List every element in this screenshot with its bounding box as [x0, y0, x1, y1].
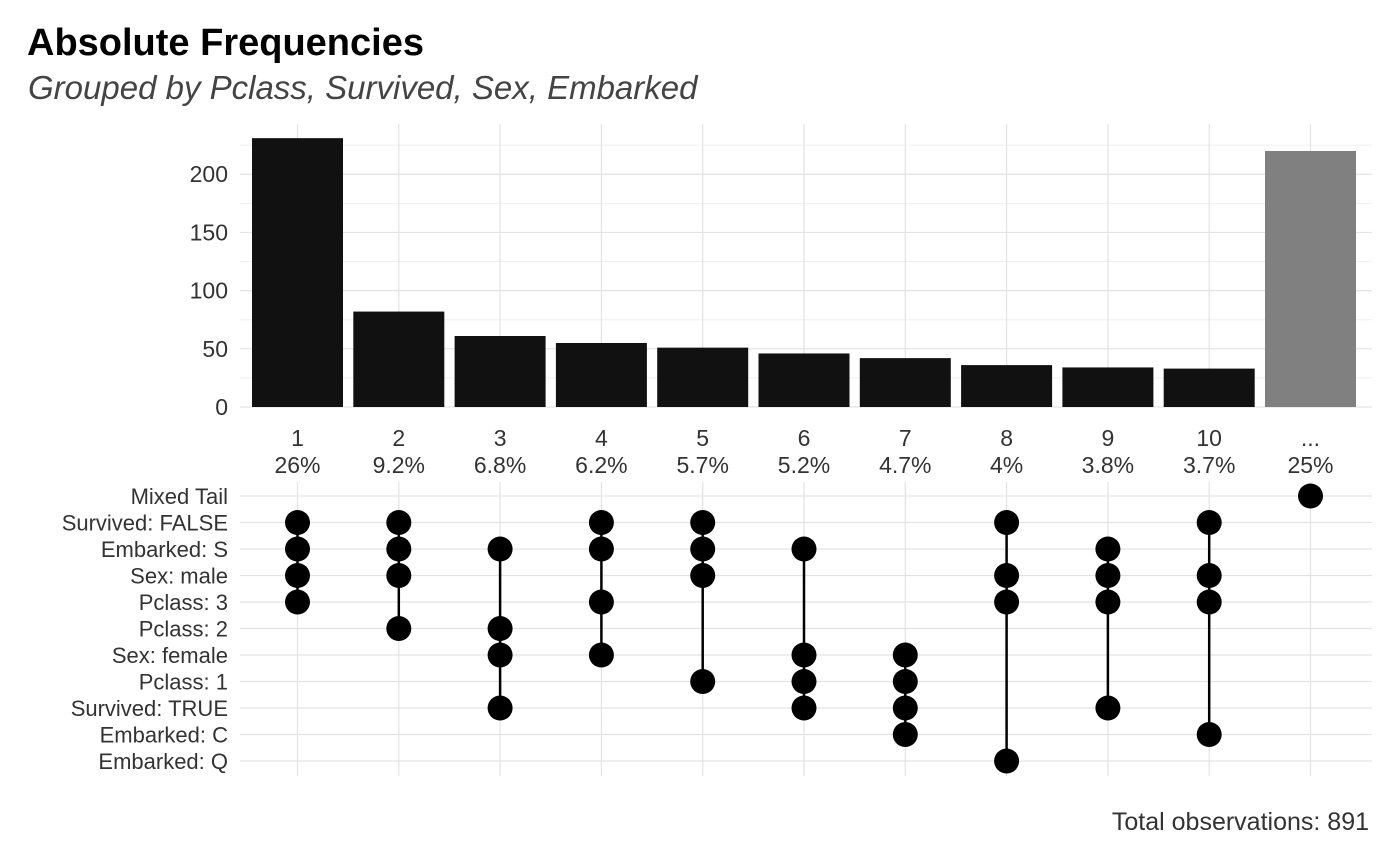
y-axis: 0 50 100 150 200 [190, 161, 228, 420]
matrix-dot [892, 722, 918, 747]
y-tick-label: 150 [190, 219, 228, 245]
matrix-dot [1095, 695, 1121, 721]
matrix-dot [994, 563, 1020, 588]
chart-caption: Total observations: 891 [1111, 808, 1369, 836]
y-tick-label: 200 [190, 161, 228, 187]
y-tick-label: 0 [215, 394, 228, 420]
bar-5 [657, 347, 749, 407]
matrix-row-label: Sex: male [130, 564, 228, 589]
matrix-dot [487, 695, 513, 721]
matrix-dot [285, 589, 310, 615]
matrix-dot [994, 510, 1020, 535]
matrix-dot [1095, 589, 1121, 615]
matrix-dot [690, 536, 716, 562]
x-percent-label: 5.2% [778, 452, 830, 478]
x-percent-label: 3.7% [1183, 452, 1235, 478]
matrix-dot [386, 536, 412, 562]
matrix-dot [690, 563, 716, 588]
matrix-row-label: Mixed Tail [131, 484, 228, 509]
matrix-dot [285, 536, 310, 562]
x-tick-label: 4 [595, 425, 608, 451]
y-tick-label: 100 [190, 278, 228, 304]
x-percent-label: 4% [990, 452, 1023, 478]
matrix-row-label: Survived: FALSE [62, 511, 228, 536]
matrix-dot [1298, 483, 1323, 509]
x-tick-label: 7 [899, 425, 912, 451]
x-tick-label: 1 [291, 425, 304, 451]
x-percent-label: 26% [274, 452, 320, 478]
y-tick-label: 50 [202, 336, 228, 362]
matrix-dot [690, 510, 716, 535]
matrix-dot [994, 748, 1020, 774]
matrix-dot [892, 669, 918, 694]
matrix-dot [791, 695, 817, 721]
bar-1 [252, 138, 343, 407]
bar-9 [1062, 367, 1154, 407]
matrix-row-label: Pclass: 1 [139, 670, 228, 695]
bar-3 [454, 336, 546, 407]
x-percent-label: 9.2% [373, 452, 425, 478]
matrix-row-label: Pclass: 2 [139, 617, 228, 642]
matrix-row-label: Embarked: Q [98, 749, 228, 774]
x-percent-label: 5.7% [676, 452, 728, 478]
bar-2 [353, 311, 445, 407]
x-percent-label: 6.2% [575, 452, 627, 478]
matrix-dot [386, 616, 412, 641]
x-tick-label: ... [1301, 425, 1320, 451]
matrix-dot [588, 589, 614, 615]
x-percent-label: 25% [1287, 452, 1333, 478]
combination-matrix [285, 483, 1323, 774]
x-tick-label: 5 [696, 425, 709, 451]
matrix-dot [1095, 563, 1121, 588]
matrix-dot [791, 536, 817, 562]
matrix-dot [994, 589, 1020, 615]
matrix-dot [791, 669, 817, 694]
matrix-dot [588, 642, 614, 668]
bar-4 [555, 342, 647, 407]
matrix-dot [487, 642, 513, 668]
matrix-dot [487, 616, 513, 641]
bar-10 [1163, 368, 1255, 407]
bar-7 [859, 358, 951, 407]
x-axis: 126%29.2%36.8%46.2%55.7%65.2%74.7%84%93.… [274, 425, 1333, 478]
x-tick-label: 2 [392, 425, 405, 451]
matrix-dot [1095, 536, 1121, 562]
matrix-dot [791, 642, 817, 668]
x-percent-label: 3.8% [1082, 452, 1134, 478]
matrix-row-label: Pclass: 3 [139, 590, 228, 615]
matrix-dot [1196, 589, 1222, 615]
bar-8 [961, 365, 1053, 407]
matrix-dot [892, 642, 918, 668]
chart-title: Absolute Frequencies [27, 22, 424, 64]
x-tick-label: 3 [494, 425, 507, 451]
matrix-dot [1196, 510, 1222, 535]
matrix-dot [892, 695, 918, 721]
matrix-dot [588, 510, 614, 535]
matrix-dot [386, 563, 412, 588]
bars [252, 138, 1356, 407]
bar-6 [758, 353, 850, 407]
x-tick-label: 9 [1102, 425, 1115, 451]
matrix-dot [285, 510, 310, 535]
matrix-dot [1196, 563, 1222, 588]
matrix-row-label: Embarked: C [100, 723, 228, 748]
matrix-dot [386, 510, 412, 535]
matrix-row-label: Survived: TRUE [71, 696, 228, 721]
x-percent-label: 6.8% [474, 452, 526, 478]
matrix-dot [690, 669, 716, 694]
x-tick-label: 8 [1000, 425, 1013, 451]
chart-subtitle: Grouped by Pclass, Survived, Sex, Embark… [28, 69, 698, 106]
matrix-dot [1196, 722, 1222, 747]
matrix-row-label: Sex: female [112, 643, 228, 668]
x-percent-label: 4.7% [879, 452, 931, 478]
bar-... [1265, 150, 1356, 407]
matrix-dot [588, 536, 614, 562]
matrix-dot [285, 563, 310, 588]
x-tick-label: 6 [798, 425, 811, 451]
matrix-dot [487, 536, 513, 562]
x-tick-label: 10 [1196, 425, 1222, 451]
matrix-row-label: Embarked: S [101, 537, 228, 562]
